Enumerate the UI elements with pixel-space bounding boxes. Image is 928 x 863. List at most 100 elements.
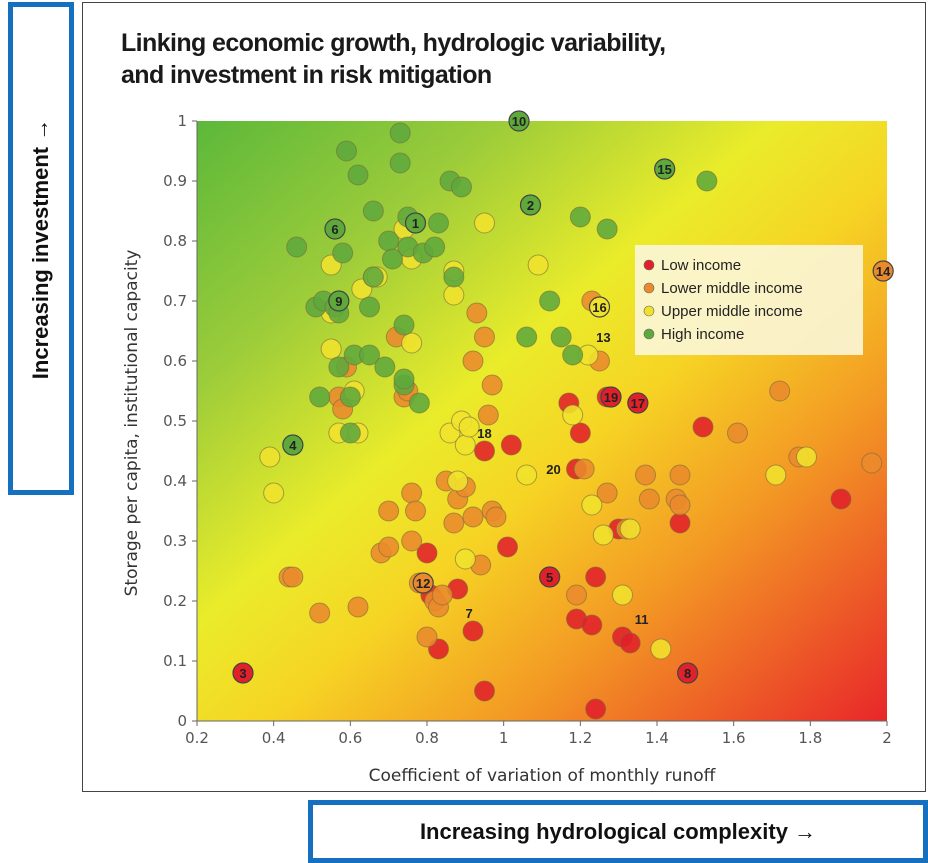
data-point bbox=[374, 356, 396, 378]
data-point bbox=[424, 236, 446, 258]
data-point bbox=[389, 122, 411, 144]
point-label-5: 5 bbox=[546, 570, 553, 585]
data-point bbox=[635, 464, 656, 486]
data-point bbox=[382, 248, 403, 270]
data-point bbox=[638, 488, 660, 510]
data-point bbox=[696, 170, 718, 192]
data-point bbox=[359, 296, 380, 318]
data-point bbox=[454, 548, 476, 570]
point-label-14: 14 bbox=[876, 264, 891, 279]
data-point bbox=[585, 698, 607, 720]
data-point bbox=[451, 176, 472, 198]
data-point bbox=[619, 518, 641, 540]
data-point bbox=[389, 152, 411, 174]
data-point bbox=[332, 242, 354, 264]
legend-label: High income bbox=[661, 326, 744, 343]
data-point bbox=[401, 530, 423, 552]
legend-swatch bbox=[643, 282, 655, 294]
data-point bbox=[481, 374, 503, 396]
data-point bbox=[485, 506, 507, 528]
labeled-point bbox=[627, 392, 649, 414]
x-tick-label: 0.2 bbox=[185, 729, 209, 747]
data-point bbox=[474, 326, 495, 348]
data-point bbox=[592, 524, 614, 546]
point-label-17: 17 bbox=[631, 396, 645, 411]
data-point bbox=[431, 584, 453, 606]
y-tick-label: 0.4 bbox=[163, 472, 187, 490]
data-point bbox=[573, 458, 595, 480]
chart-title-line-2: and investment in risk mitigation bbox=[121, 61, 492, 89]
x-tick-label: 1 bbox=[499, 729, 509, 747]
data-point bbox=[569, 422, 591, 444]
labeled-point bbox=[282, 434, 304, 456]
legend-label: Upper middle income bbox=[661, 303, 803, 320]
legend-label: Low income bbox=[661, 257, 741, 274]
y-tick-label: 0.7 bbox=[163, 292, 187, 310]
labeled-point bbox=[588, 296, 611, 318]
x-tick-label: 1.6 bbox=[722, 729, 746, 747]
increasing-investment-label: Increasing investment → bbox=[28, 118, 53, 379]
labeled-point bbox=[539, 566, 561, 588]
data-point bbox=[692, 416, 714, 438]
data-point bbox=[405, 500, 426, 522]
data-point bbox=[309, 386, 331, 408]
data-point bbox=[286, 236, 308, 258]
data-point bbox=[581, 614, 603, 636]
x-tick-label: 0.6 bbox=[338, 729, 362, 747]
increasing-investment-callout: Increasing investment → bbox=[8, 2, 74, 495]
data-point bbox=[462, 350, 484, 372]
data-point bbox=[462, 620, 484, 642]
data-point bbox=[527, 254, 549, 276]
chart-title-line-1: Linking economic growth, hydrologic vari… bbox=[121, 29, 665, 57]
data-point bbox=[263, 482, 285, 504]
point-label-12: 12 bbox=[416, 576, 430, 591]
data-point bbox=[378, 230, 400, 252]
point-label-11: 11 bbox=[635, 612, 649, 627]
data-point bbox=[669, 464, 691, 486]
legend-box bbox=[635, 245, 863, 355]
data-point bbox=[539, 290, 561, 312]
data-point bbox=[796, 446, 817, 468]
labeled-point bbox=[677, 662, 699, 684]
y-tick-label: 0.3 bbox=[163, 532, 187, 550]
legend-swatch bbox=[643, 305, 655, 317]
point-label-16: 16 bbox=[592, 300, 606, 315]
increasing-complexity-callout: Increasing hydrological complexity → bbox=[308, 800, 928, 863]
point-label-7: 7 bbox=[466, 606, 473, 621]
labeled-point bbox=[872, 260, 894, 282]
data-point bbox=[347, 164, 369, 186]
point-label-3: 3 bbox=[239, 666, 246, 681]
data-point bbox=[585, 566, 607, 588]
point-label-8: 8 bbox=[684, 666, 691, 681]
y-tick-label: 0.5 bbox=[163, 412, 187, 430]
figure-frame: Linking economic growth, hydrologic vari… bbox=[82, 2, 926, 792]
x-tick-label: 1.2 bbox=[568, 729, 592, 747]
x-axis-title: Coefficient of variation of monthly runo… bbox=[369, 766, 717, 786]
data-point bbox=[378, 536, 400, 558]
data-point bbox=[830, 488, 852, 510]
data-point bbox=[727, 422, 748, 444]
legend-swatch bbox=[643, 328, 655, 340]
legend-label: Lower middle income bbox=[661, 280, 803, 297]
data-point bbox=[581, 494, 603, 516]
point-label-15: 15 bbox=[657, 162, 671, 177]
data-point bbox=[309, 602, 331, 624]
y-tick-label: 0.6 bbox=[163, 352, 187, 370]
data-point bbox=[428, 212, 449, 234]
data-point bbox=[650, 638, 672, 660]
data-point bbox=[454, 434, 476, 456]
data-point bbox=[596, 218, 618, 240]
labeled-point bbox=[404, 212, 427, 234]
data-point bbox=[443, 266, 465, 288]
point-label-1: 1 bbox=[412, 216, 419, 231]
data-point bbox=[562, 344, 584, 366]
labeled-point bbox=[324, 218, 346, 240]
data-point bbox=[669, 494, 691, 516]
data-point bbox=[497, 536, 518, 558]
data-point bbox=[362, 200, 384, 222]
data-point bbox=[458, 416, 480, 438]
data-point bbox=[416, 542, 438, 564]
data-point bbox=[462, 506, 484, 528]
data-point bbox=[443, 284, 465, 306]
data-point bbox=[474, 680, 495, 702]
